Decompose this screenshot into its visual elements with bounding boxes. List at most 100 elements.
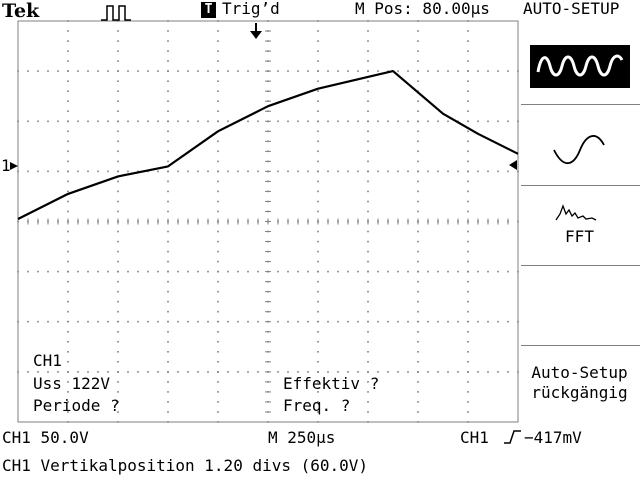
graticule-dot [487,120,489,123]
graticule-dot [247,120,249,123]
graticule-dot [417,260,419,263]
graticule-dot [507,371,509,373]
rising-edge-icon [504,430,521,444]
graticule-dot [467,120,469,123]
graticule-dot [317,180,319,183]
graticule-dot [317,90,319,92]
graticule-dot [217,210,219,213]
graticule-dot [217,290,219,293]
graticule-dot [427,70,429,72]
graticule-dot [117,170,119,173]
graticule-dot [447,70,449,72]
graticule-dot [67,240,69,243]
graticule-dot [217,300,219,303]
graticule-dot [117,50,119,52]
graticule-dot [97,120,99,123]
graticule-dot [37,120,39,123]
graticule-dot [167,190,169,193]
graticule-dot [467,260,469,263]
graticule-dot [367,70,369,72]
graticule-dot [317,40,319,42]
menu-item-1-bg[interactable] [530,45,630,88]
graticule-dot [117,341,119,343]
graticule-dot [67,170,69,173]
graticule-dot [347,70,349,72]
graticule-dot [367,50,369,52]
graticule-dot [167,280,169,283]
graticule-dot [327,120,329,123]
graticule-dot [417,50,419,52]
graticule-dot [127,120,129,123]
graticule-dot [467,70,469,72]
menu-divider [521,185,640,186]
graticule-dot [507,70,509,72]
graticule-dot [317,210,319,213]
graticule-dot [507,320,509,323]
graticule-dot [337,120,339,123]
graticule-dot [407,70,409,72]
graticule-dot [317,320,319,323]
graticule-dot [317,310,319,313]
graticule-dot [457,70,459,72]
graticule-dot [507,170,509,173]
graticule-dot [97,170,99,173]
graticule-dot [47,70,49,72]
graticule-dot [67,160,69,163]
single-cycle-sine-icon[interactable] [553,135,605,165]
graticule-dot [67,371,69,373]
graticule-dot [417,320,419,323]
graticule-dot [177,371,179,373]
graticule-dot [517,371,519,373]
graticule-dot [107,120,109,123]
graticule-dot [117,290,119,293]
graticule-dot [107,371,109,373]
graticule-dot [117,130,119,133]
graticule-dot [167,210,169,213]
graticule-dot [467,280,469,283]
graticule-dot [17,70,19,72]
graticule-dot [257,170,259,173]
graticule-dot [97,70,99,72]
trigger-status: Trig’d [222,0,280,18]
graticule-dot [467,90,469,92]
graticule-dot [67,260,69,263]
graticule-dot [377,120,379,123]
graticule-dot [337,270,339,273]
graticule-dot [467,80,469,82]
graticule-dot [217,40,219,42]
menu-divider [521,345,640,346]
graticule-dot [117,230,119,233]
graticule-dot [277,270,279,273]
graticule-dot [417,371,419,373]
graticule-dot [457,270,459,273]
graticule-dot [107,270,109,273]
graticule-dot [117,250,119,253]
trigger-position-arrow-icon [250,23,262,39]
graticule-dot [367,240,369,243]
graticule-dot [27,270,29,273]
menu-item-fft[interactable]: FFT [521,186,638,265]
graticule-dot [387,270,389,273]
graticule-dot [237,70,239,72]
graticule-dot [437,371,439,373]
graticule-dot [417,250,419,253]
graticule-dot [367,150,369,153]
graticule-grid [17,20,519,423]
graticule-dot [417,290,419,293]
graticule-dot [367,320,369,323]
graticule-dot [367,190,369,193]
graticule-dot [217,140,219,143]
graticule-dot [317,190,319,193]
graticule-dot [417,40,419,42]
graticule-dot [257,70,259,72]
graticule-dot [57,120,59,123]
menu-item-undo-autosetup[interactable]: Auto-Setup rückgängig [521,346,638,422]
graticule-dot [67,411,69,413]
graticule-dot [457,170,459,173]
graticule-dot [57,371,59,373]
graticule-dot [117,270,119,273]
graticule-dot [67,200,69,203]
graticule-dot [177,320,179,323]
graticule-dot [367,421,369,423]
